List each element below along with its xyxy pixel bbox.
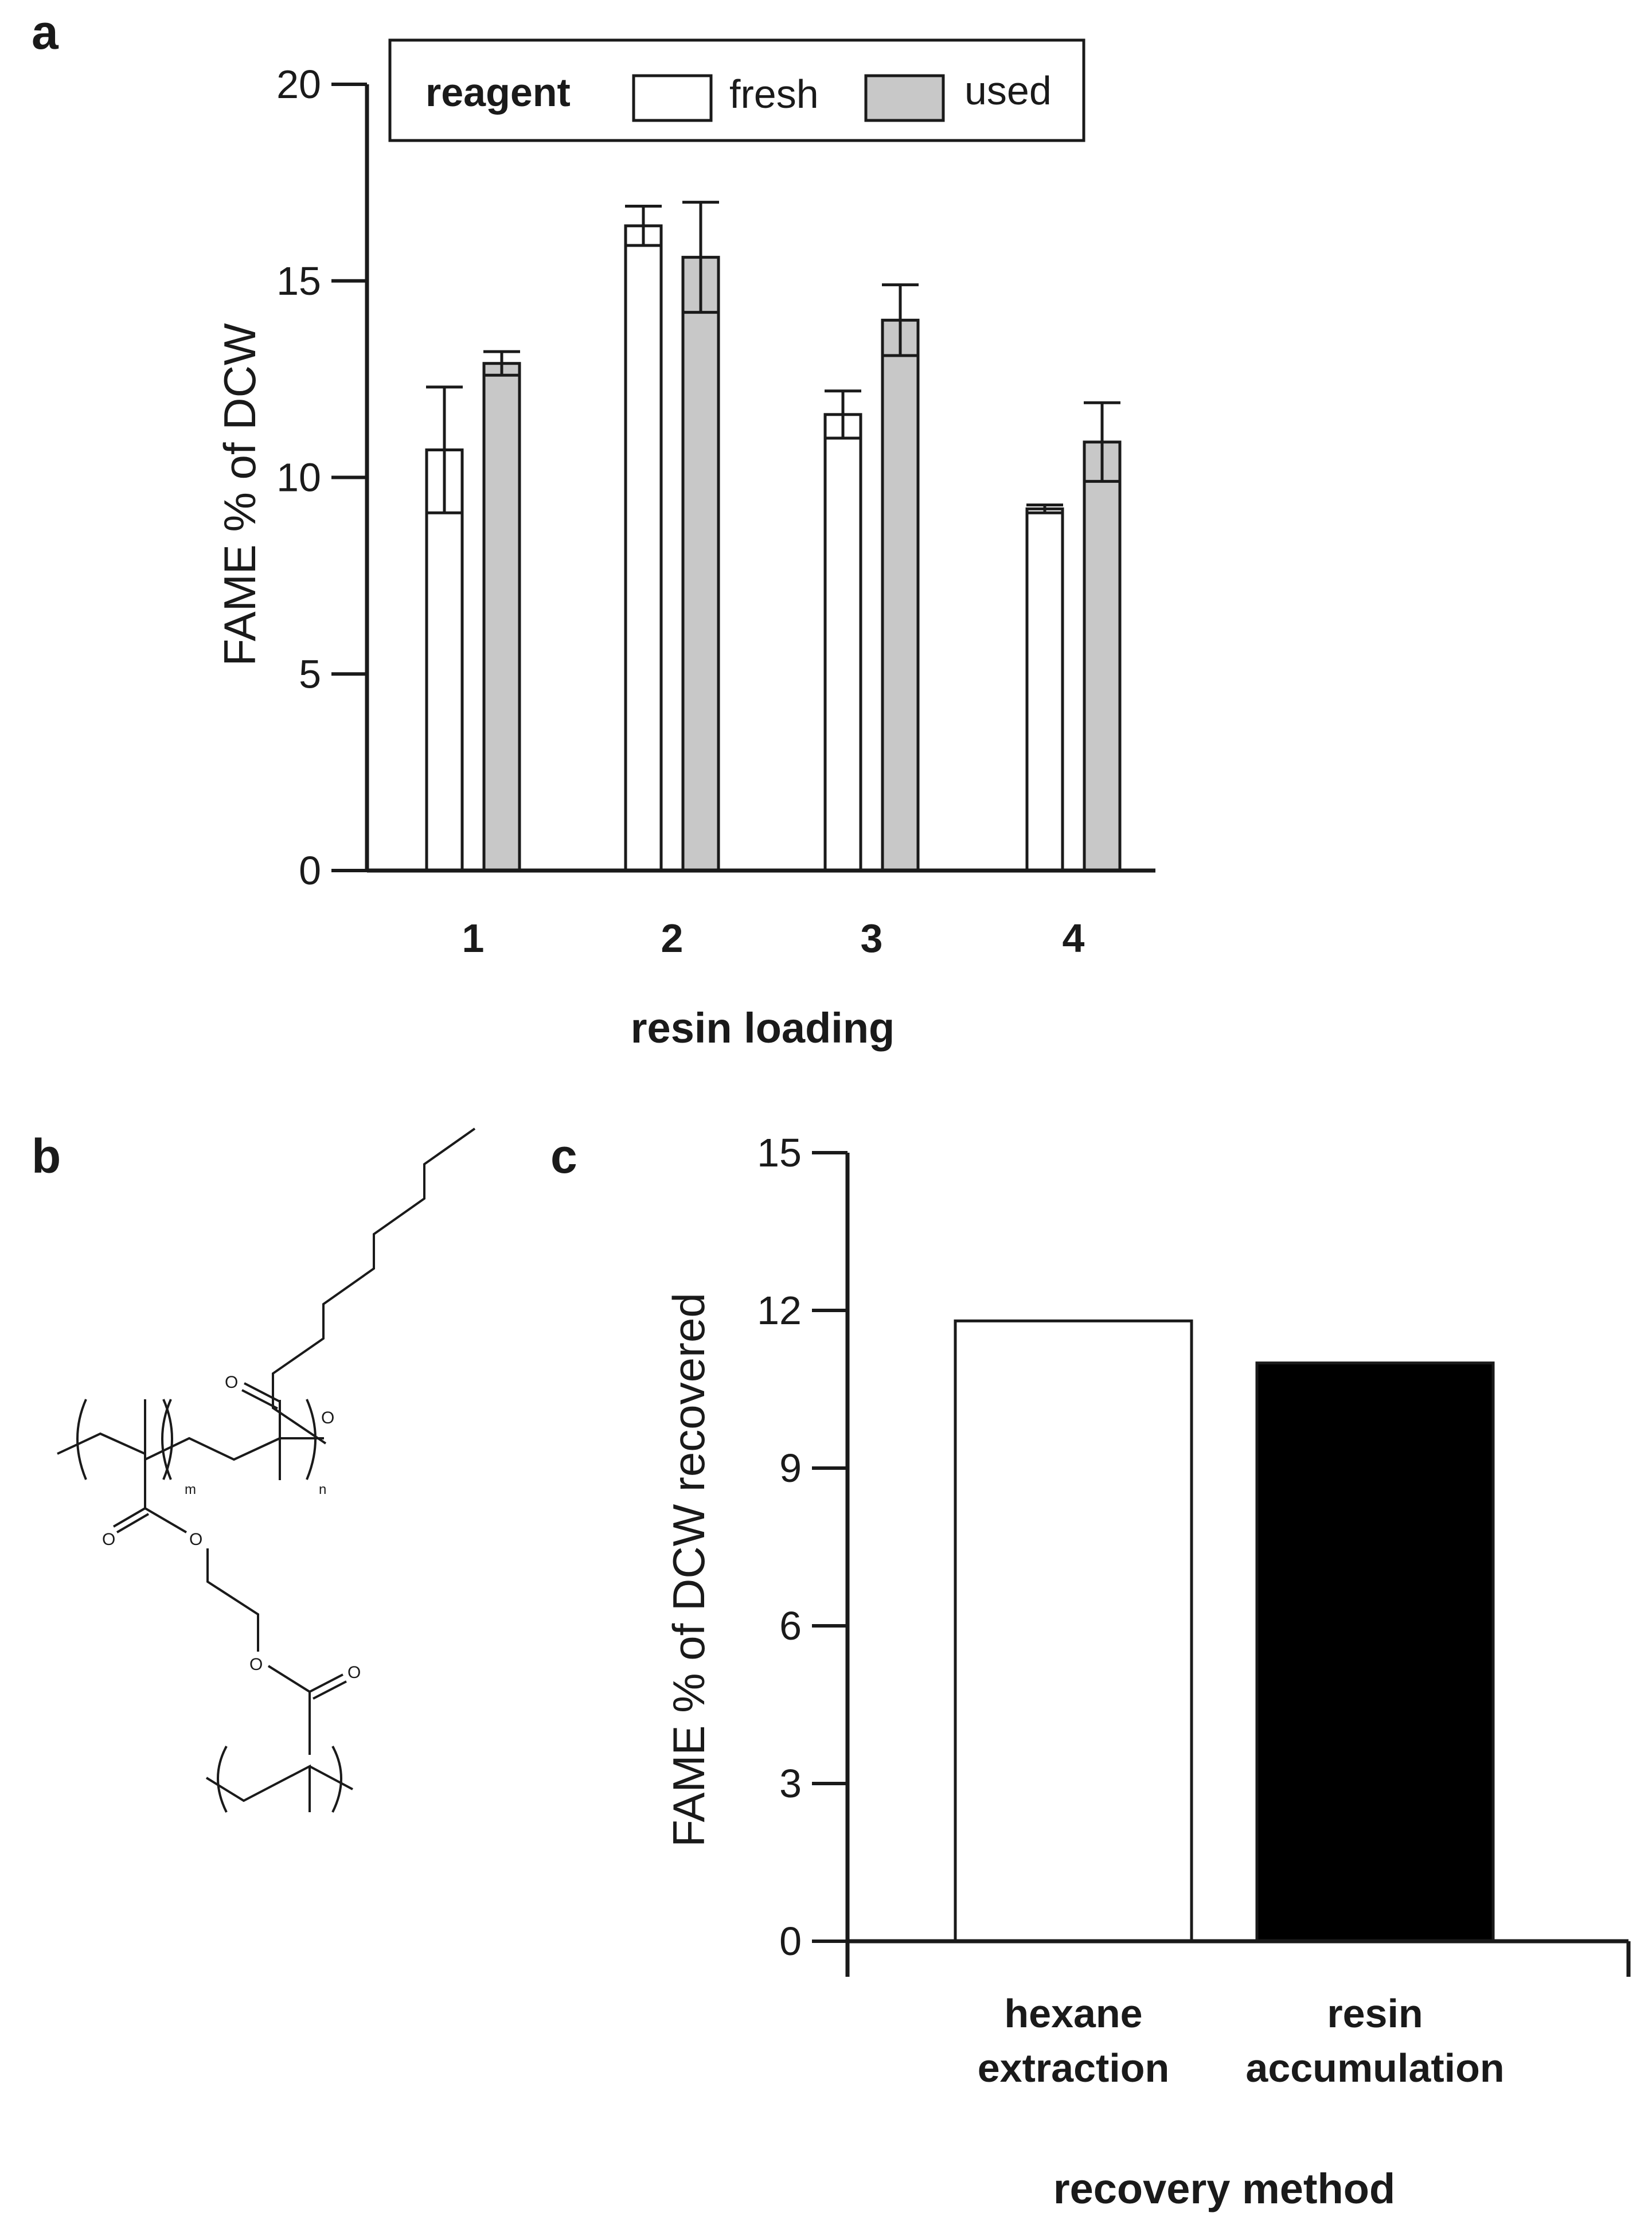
legend-label-fresh: fresh <box>729 72 819 116</box>
chart-c-bars <box>954 1319 1495 1943</box>
mid-ester-bond <box>144 1507 188 1533</box>
low-ester-bond <box>267 1665 311 1693</box>
chart-a-y-axis-title: FAME % of DCW <box>214 323 265 666</box>
chart-c-y-tick-label: 9 <box>779 1446 802 1490</box>
chart-c-y-tick-label: 3 <box>779 1761 802 1806</box>
bracket-lower-close <box>331 1746 342 1813</box>
panel-letter-c: c <box>550 1129 577 1183</box>
chart-c-y-tick-label: 6 <box>779 1603 802 1648</box>
mid-carbonyl-bond-2 <box>116 1513 150 1533</box>
bar-fresh-3 <box>823 413 862 872</box>
bar-hexane-extraction <box>954 1319 1193 1943</box>
bar-used-3 <box>881 318 920 872</box>
chart-a-error-bars <box>426 201 1120 514</box>
chart-c-category-label: resin <box>1327 1991 1423 2036</box>
low-carbonyl-bond-2 <box>313 1680 347 1700</box>
atom-o-top-ester: O <box>321 1408 334 1427</box>
bracket-m-open <box>76 1399 87 1480</box>
bar-used-4 <box>1083 440 1122 872</box>
legend-swatch-used <box>864 74 945 122</box>
backbone-lower-right <box>309 1765 353 1790</box>
ethylene-bridge <box>206 1548 259 1652</box>
bar-resin-accumulation <box>1255 1361 1495 1943</box>
bar-fresh-4 <box>1025 507 1064 872</box>
panel-letter-a: a <box>32 5 59 59</box>
legend-title: reagent <box>425 70 571 115</box>
legend-frame <box>388 38 1085 142</box>
chart-a-category-label: 2 <box>661 916 684 961</box>
chart-c-x-axis-title: recovery method <box>1053 2165 1395 2212</box>
chart-c-category-label: accumulation <box>1245 2046 1504 2090</box>
bar-used-2 <box>681 256 720 872</box>
atom-o-low-carbonyl: O <box>347 1663 361 1682</box>
upper-carbonyl-bond <box>244 1382 280 1403</box>
chart-c-y-tick-label: 12 <box>757 1288 802 1333</box>
bar-fresh-2 <box>624 224 663 872</box>
subscript-n: n <box>319 1482 326 1497</box>
chart-c-category-label: extraction <box>978 2046 1170 2090</box>
chart-c: 0 3 6 9 12 15 hexane extraction resin accumulati… <box>663 1130 1631 2212</box>
backbone-upper <box>57 1432 280 1488</box>
chart-c-y-tick-label: 0 <box>779 1919 802 1964</box>
upper-carbonyl-bond-2 <box>241 1389 278 1410</box>
chart-a-y-tick-label: 15 <box>276 259 321 303</box>
polymer-structure-diagram <box>57 1127 476 1813</box>
atom-o-mid-ester: O <box>189 1530 202 1549</box>
panel-letter-b: b <box>32 1129 61 1183</box>
low-carbonyl-bond <box>309 1673 343 1693</box>
mid-carbonyl-bond <box>112 1507 146 1528</box>
chart-a-category-label: 4 <box>1063 916 1085 961</box>
chart-a-y-tick-label: 0 <box>299 848 321 893</box>
chart-c-y-ticks: 0 3 6 9 12 15 <box>757 1130 848 1964</box>
legend-label-used: used <box>964 68 1052 113</box>
atom-o-mid-carbonyl: O <box>102 1530 115 1549</box>
chart-a-x-axis-title: resin loading <box>631 1004 895 1052</box>
atom-o-low-ester: O <box>249 1655 263 1674</box>
chart-a-category-label: 3 <box>861 916 883 961</box>
bracket-lower-open <box>217 1746 228 1813</box>
legend-swatch-fresh <box>632 74 713 122</box>
chart-a-y-tick-label: 5 <box>299 651 321 696</box>
chart-c-category-label: hexane <box>1004 1991 1142 2036</box>
chart-a-x-tick-labels: 1 2 3 4 <box>462 916 1085 961</box>
bar-used-1 <box>482 362 521 872</box>
backbone-lower <box>205 1764 311 1812</box>
chart-c-y-axis-title: FAME % of DCW recovered <box>663 1293 714 1847</box>
bracket-n-open <box>161 1399 172 1480</box>
subscript-m: m <box>185 1482 196 1497</box>
chart-a-category-label: 1 <box>462 916 485 961</box>
bracket-n-close <box>306 1399 317 1480</box>
bar-fresh-1 <box>425 448 464 872</box>
hexyl-chain <box>272 1127 476 1445</box>
atom-o-top-carbonyl: O <box>225 1373 238 1392</box>
chart-a: 0 5 10 15 20 1 2 3 4 FAME % of DCW resin loadin… <box>214 38 1155 1052</box>
chart-a-y-ticks: 0 5 10 15 20 <box>276 62 367 893</box>
chart-a-y-tick-label: 20 <box>276 62 321 107</box>
structure-atom-labels: O O O O O O m n <box>102 1373 361 1682</box>
chart-c-x-tick-labels: hexane extraction resin accumulation <box>978 1991 1505 2090</box>
chart-a-y-tick-label: 10 <box>276 455 321 500</box>
chart-c-y-tick-label: 15 <box>757 1130 802 1175</box>
chart-a-legend: reagent fresh used <box>388 38 1085 142</box>
